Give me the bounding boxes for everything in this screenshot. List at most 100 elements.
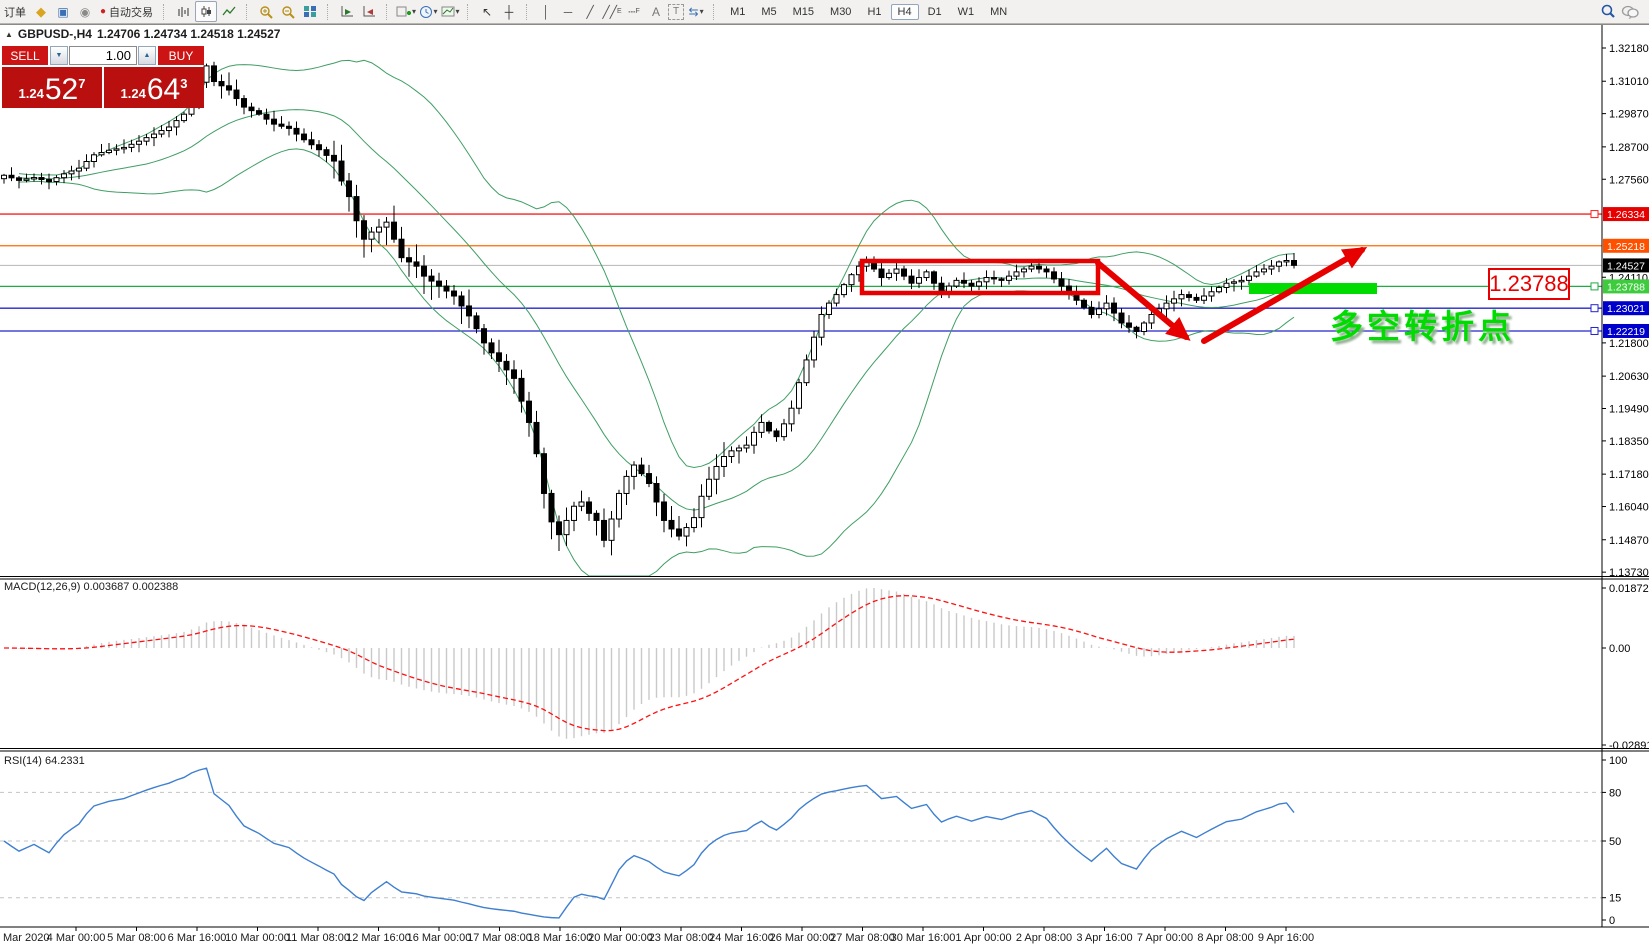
tile-windows-icon[interactable] — [300, 2, 320, 21]
symbol-marker-icon: ▲ — [5, 29, 13, 39]
trendline-icon[interactable]: ╱ — [586, 4, 594, 19]
chart-window-icon[interactable]: ▣ — [57, 4, 69, 19]
svg-text:8 Apr 08:00: 8 Apr 08:00 — [1197, 932, 1253, 944]
svg-text:7 Apr 00:00: 7 Apr 00:00 — [1137, 932, 1193, 944]
svg-text:1.29870: 1.29870 — [1609, 109, 1649, 121]
price-callout[interactable]: 1.23788 — [1488, 268, 1570, 300]
svg-text:1.22219: 1.22219 — [1607, 326, 1645, 338]
svg-text:30 Mar 16:00: 30 Mar 16:00 — [891, 932, 956, 944]
vertical-line-icon[interactable]: │ — [542, 4, 550, 19]
timeframe-button-MN[interactable]: MN — [990, 5, 1008, 18]
svg-text:0.018721: 0.018721 — [1609, 583, 1649, 595]
svg-text:18 Mar 16:00: 18 Mar 16:00 — [528, 932, 593, 944]
svg-text:1.13730: 1.13730 — [1609, 567, 1649, 579]
candlestick-chart-icon[interactable] — [195, 1, 218, 22]
timeframe-button-H4[interactable]: H4 — [890, 3, 919, 20]
svg-text:20 Mar 00:00: 20 Mar 00:00 — [588, 932, 653, 944]
svg-text:6 Mar 16:00: 6 Mar 16:00 — [168, 932, 227, 944]
svg-text:1.26334: 1.26334 — [1607, 209, 1645, 221]
sell-price-quote[interactable]: 1.24 52 7 — [2, 67, 102, 108]
text-label-icon[interactable]: T — [668, 3, 685, 20]
svg-text:100: 100 — [1609, 755, 1627, 767]
red-down-arrow — [1095, 260, 1191, 341]
rsi-label: RSI(14) 64.2331 — [4, 755, 85, 767]
volume-decrease-button[interactable]: ▼ — [50, 46, 68, 65]
bar-chart-icon[interactable] — [173, 2, 193, 21]
svg-text:9 Apr 16:00: 9 Apr 16:00 — [1258, 932, 1314, 944]
svg-text:80: 80 — [1609, 787, 1621, 799]
red-consolidation-box — [859, 258, 1101, 296]
svg-text:1.18350: 1.18350 — [1609, 436, 1649, 448]
svg-text:26 Mar 00:00: 26 Mar 00:00 — [770, 932, 835, 944]
signals-icon[interactable]: ◉ — [79, 4, 91, 19]
periods-icon[interactable]: ▾ — [418, 2, 438, 21]
order-book-icon[interactable]: ◆ — [36, 3, 46, 19]
chinese-annotation[interactable]: 多空转折点 — [1330, 308, 1515, 345]
svg-text:24 Mar 16:00: 24 Mar 16:00 — [709, 932, 774, 944]
svg-text:4 Mar 00:00: 4 Mar 00:00 — [47, 932, 106, 944]
svg-text:12 Mar 16:00: 12 Mar 16:00 — [346, 932, 411, 944]
zoom-in-icon[interactable] — [256, 2, 276, 21]
buy-price-quote[interactable]: 1.24 64 3 — [104, 67, 204, 108]
svg-text:1.24527: 1.24527 — [1607, 260, 1645, 272]
timeframe-button-M15[interactable]: M15 — [792, 5, 815, 18]
svg-text:15: 15 — [1609, 893, 1621, 905]
svg-text:17 Mar 08:00: 17 Mar 08:00 — [467, 932, 532, 944]
red-up-arrow — [1201, 247, 1368, 344]
svg-text:27 Mar 08:00: 27 Mar 08:00 — [830, 932, 895, 944]
svg-text:1.16040: 1.16040 — [1609, 502, 1649, 514]
svg-text:1.19490: 1.19490 — [1609, 404, 1649, 416]
horizontal-line-icon[interactable]: ─ — [563, 4, 573, 19]
svg-text:-0.028913: -0.028913 — [1609, 740, 1649, 752]
arrows-icon[interactable]: ⇆ ▾ — [688, 4, 704, 19]
chat-icon[interactable] — [1620, 2, 1640, 21]
svg-text:3 Apr 16:00: 3 Apr 16:00 — [1076, 932, 1132, 944]
svg-text:11 Mar 08:00: 11 Mar 08:00 — [286, 932, 350, 944]
buy-button[interactable]: BUY — [158, 46, 204, 65]
svg-text:2 Apr 08:00: 2 Apr 08:00 — [1016, 932, 1072, 944]
crosshair-icon[interactable]: ┼ — [504, 4, 514, 19]
sell-button[interactable]: SELL — [2, 46, 48, 65]
svg-text:1.28700: 1.28700 — [1609, 142, 1649, 154]
auto-scroll-icon[interactable] — [337, 2, 357, 21]
equidistant-channel-icon[interactable]: ╱╱ E — [602, 4, 622, 19]
svg-text:50: 50 — [1609, 836, 1621, 848]
timeframe-button-D1[interactable]: D1 — [927, 5, 942, 18]
svg-text:16 Mar 00:00: 16 Mar 00:00 — [407, 932, 472, 944]
svg-text:Mar 2020: Mar 2020 — [3, 932, 49, 944]
svg-text:1.32180: 1.32180 — [1609, 43, 1649, 55]
new-order-button[interactable]: 订单 — [4, 6, 26, 19]
line-chart-icon[interactable] — [219, 2, 239, 21]
timeframe-button-W1[interactable]: W1 — [957, 5, 975, 18]
text-icon[interactable]: A — [652, 4, 661, 19]
svg-text:1.27560: 1.27560 — [1609, 174, 1649, 186]
timeframe-bar: M1 M5 M15 M30 H1 H4 D1 W1 MN — [722, 3, 1015, 20]
chart-window-border — [0, 24, 1649, 25]
svg-text:10 Mar 00:00: 10 Mar 00:00 — [225, 932, 290, 944]
timeframe-button-M5[interactable]: M5 — [761, 5, 777, 18]
timeframe-button-H1[interactable]: H1 — [867, 5, 882, 18]
green-highlight-bar — [1249, 283, 1377, 294]
svg-text:23 Mar 08:00: 23 Mar 08:00 — [649, 932, 714, 944]
timeframe-button-M30[interactable]: M30 — [830, 5, 852, 18]
autotrading-button[interactable]: ● 自动交易 — [100, 6, 154, 19]
volume-input[interactable]: 1.00 — [69, 46, 137, 65]
one-click-trading-panel: SELL ▼ 1.00 ▲ BUY 1.24 52 7 1.24 64 3 — [2, 46, 204, 108]
svg-text:1.23788: 1.23788 — [1607, 281, 1645, 293]
new-chart-icon[interactable]: ▾ — [396, 2, 416, 21]
timeframe-button-M1[interactable]: M1 — [730, 5, 746, 18]
cursor-icon[interactable]: ↖ — [482, 4, 493, 19]
fibonacci-icon[interactable]: ┄ F — [628, 4, 640, 19]
chart-shift-icon[interactable] — [359, 2, 379, 21]
zoom-out-icon[interactable] — [278, 2, 298, 21]
volume-increase-button[interactable]: ▲ — [138, 46, 156, 65]
macd-label: MACD(12,26,9) 0.003687 0.002388 — [4, 581, 179, 593]
search-icon[interactable] — [1598, 2, 1618, 21]
ohlc-values: 1.24706 1.24734 1.24518 1.24527 — [96, 27, 281, 41]
svg-text:1.25218: 1.25218 — [1607, 241, 1645, 253]
svg-text:0: 0 — [1609, 915, 1615, 927]
svg-text:1 Apr 00:00: 1 Apr 00:00 — [955, 932, 1011, 944]
templates-icon[interactable]: ▾ — [440, 2, 460, 21]
